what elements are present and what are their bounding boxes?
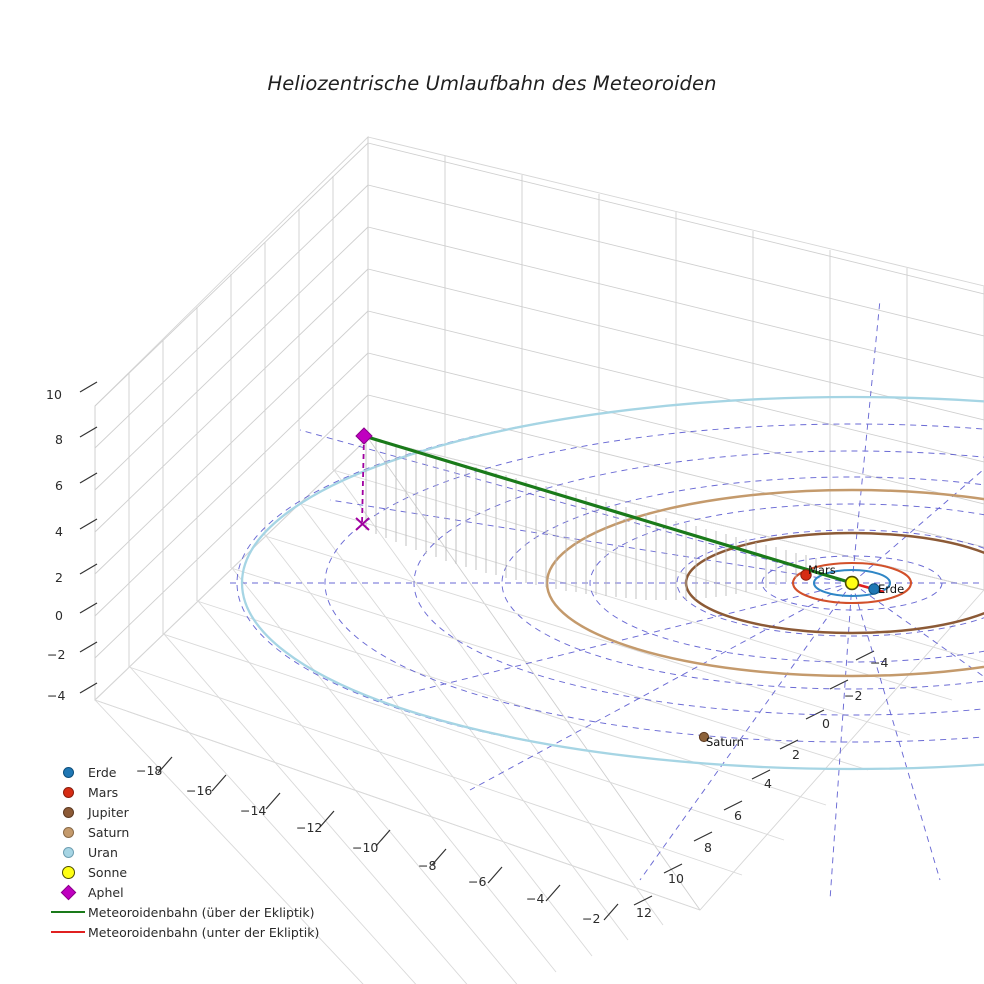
legend-item-uran[interactable]: Uran bbox=[48, 842, 319, 862]
orbit-erde bbox=[812, 568, 892, 598]
trajectory-green bbox=[363, 434, 853, 585]
x-tick-label: −18 bbox=[136, 763, 163, 778]
z-tick-label: 0 bbox=[55, 608, 63, 623]
legend-label: Mars bbox=[88, 784, 119, 800]
x-tick-label: −16 bbox=[186, 783, 213, 798]
polar-grid-ecliptic bbox=[230, 299, 984, 901]
y-tick-label: 10 bbox=[668, 871, 684, 886]
pane-floor bbox=[95, 437, 984, 984]
legend-item-mars[interactable]: Mars bbox=[48, 782, 319, 802]
y-tick-label: 6 bbox=[734, 808, 742, 823]
circle-marker-icon bbox=[48, 766, 88, 778]
tick-marks bbox=[79, 381, 875, 921]
trajectory-stems bbox=[365, 438, 817, 600]
legend-item-saturn[interactable]: Saturn bbox=[48, 822, 319, 842]
orbit-mars bbox=[791, 561, 913, 605]
annotation-saturn: Saturn bbox=[706, 735, 744, 749]
z-tick-label: 8 bbox=[55, 432, 63, 447]
x-tick-label: −8 bbox=[418, 858, 437, 873]
diamond-marker-icon bbox=[48, 884, 88, 900]
legend-item-aphel[interactable]: Aphel bbox=[48, 882, 319, 902]
marker-sonne bbox=[844, 575, 860, 591]
legend-label: Saturn bbox=[88, 824, 130, 840]
legend-label: Meteoroidenbahn (über der Ekliptik) bbox=[88, 904, 315, 920]
pane-left-wall bbox=[94, 135, 369, 702]
x-tick-label: −2 bbox=[582, 911, 601, 926]
orbit-saturn bbox=[545, 488, 984, 678]
circle-marker-icon bbox=[48, 865, 88, 879]
annotation-mars: Mars bbox=[808, 563, 836, 577]
legend-item-sonne[interactable]: Sonne bbox=[48, 862, 319, 882]
legend-label: Aphel bbox=[88, 884, 124, 900]
line-swatch-icon bbox=[48, 911, 88, 913]
y-tick-label: 2 bbox=[792, 747, 800, 762]
annotation-erde: Erde bbox=[878, 582, 905, 596]
circle-marker-icon bbox=[48, 826, 88, 838]
pane-right-wall bbox=[367, 136, 984, 591]
x-tick-label: −14 bbox=[240, 803, 267, 818]
marker-saturn bbox=[698, 731, 710, 743]
y-tick-label: 8 bbox=[704, 840, 712, 855]
y-tick-label: −2 bbox=[844, 688, 863, 703]
legend-label: Uran bbox=[88, 844, 118, 860]
circle-marker-icon bbox=[48, 846, 88, 858]
x-tick-label: −4 bbox=[526, 891, 545, 906]
orbit-uran bbox=[241, 395, 984, 771]
legend-label: Meteoroidenbahn (unter der Ekliptik) bbox=[88, 924, 320, 940]
y-tick-label: 12 bbox=[636, 905, 652, 920]
body-markers bbox=[355, 427, 880, 743]
y-tick-label: −4 bbox=[870, 655, 889, 670]
y-tick-label: 4 bbox=[764, 776, 772, 791]
legend-item-jupiter[interactable]: Jupiter bbox=[48, 802, 319, 822]
z-tick-label: 4 bbox=[55, 524, 63, 539]
marker-aphel bbox=[355, 427, 373, 445]
x-tick-label: −6 bbox=[468, 874, 487, 889]
z-tick-label: 6 bbox=[55, 478, 63, 493]
z-tick-label: 2 bbox=[55, 570, 63, 585]
legend-item-erde[interactable]: Erde bbox=[48, 762, 319, 782]
legend: Erde Mars Jupiter Saturn Uran bbox=[48, 762, 319, 942]
legend-item-bahn-ueber[interactable]: Meteoroidenbahn (über der Ekliptik) bbox=[48, 902, 319, 922]
z-tick-label: −2 bbox=[47, 647, 66, 662]
aphelion-dropline bbox=[355, 435, 370, 531]
legend-label: Erde bbox=[88, 764, 117, 780]
line-swatch-icon bbox=[48, 931, 88, 933]
marker-erde bbox=[868, 583, 880, 595]
x-tick-label: −10 bbox=[352, 840, 379, 855]
y-tick-label: 0 bbox=[822, 716, 830, 731]
meteoroid-trajectory bbox=[363, 434, 885, 594]
z-tick-label: −4 bbox=[47, 688, 66, 703]
circle-marker-icon bbox=[48, 806, 88, 818]
legend-item-bahn-unter[interactable]: Meteoroidenbahn (unter der Ekliptik) bbox=[48, 922, 319, 942]
x-tick-label: −12 bbox=[296, 820, 323, 835]
z-tick-label: 10 bbox=[46, 387, 62, 402]
legend-label: Sonne bbox=[88, 864, 128, 880]
legend-label: Jupiter bbox=[88, 804, 129, 820]
page-title: Heliozentrische Umlaufbahn des Meteoroid… bbox=[267, 72, 717, 95]
marker-mars bbox=[800, 569, 812, 581]
circle-marker-icon bbox=[48, 786, 88, 798]
axes-panes bbox=[94, 135, 984, 984]
